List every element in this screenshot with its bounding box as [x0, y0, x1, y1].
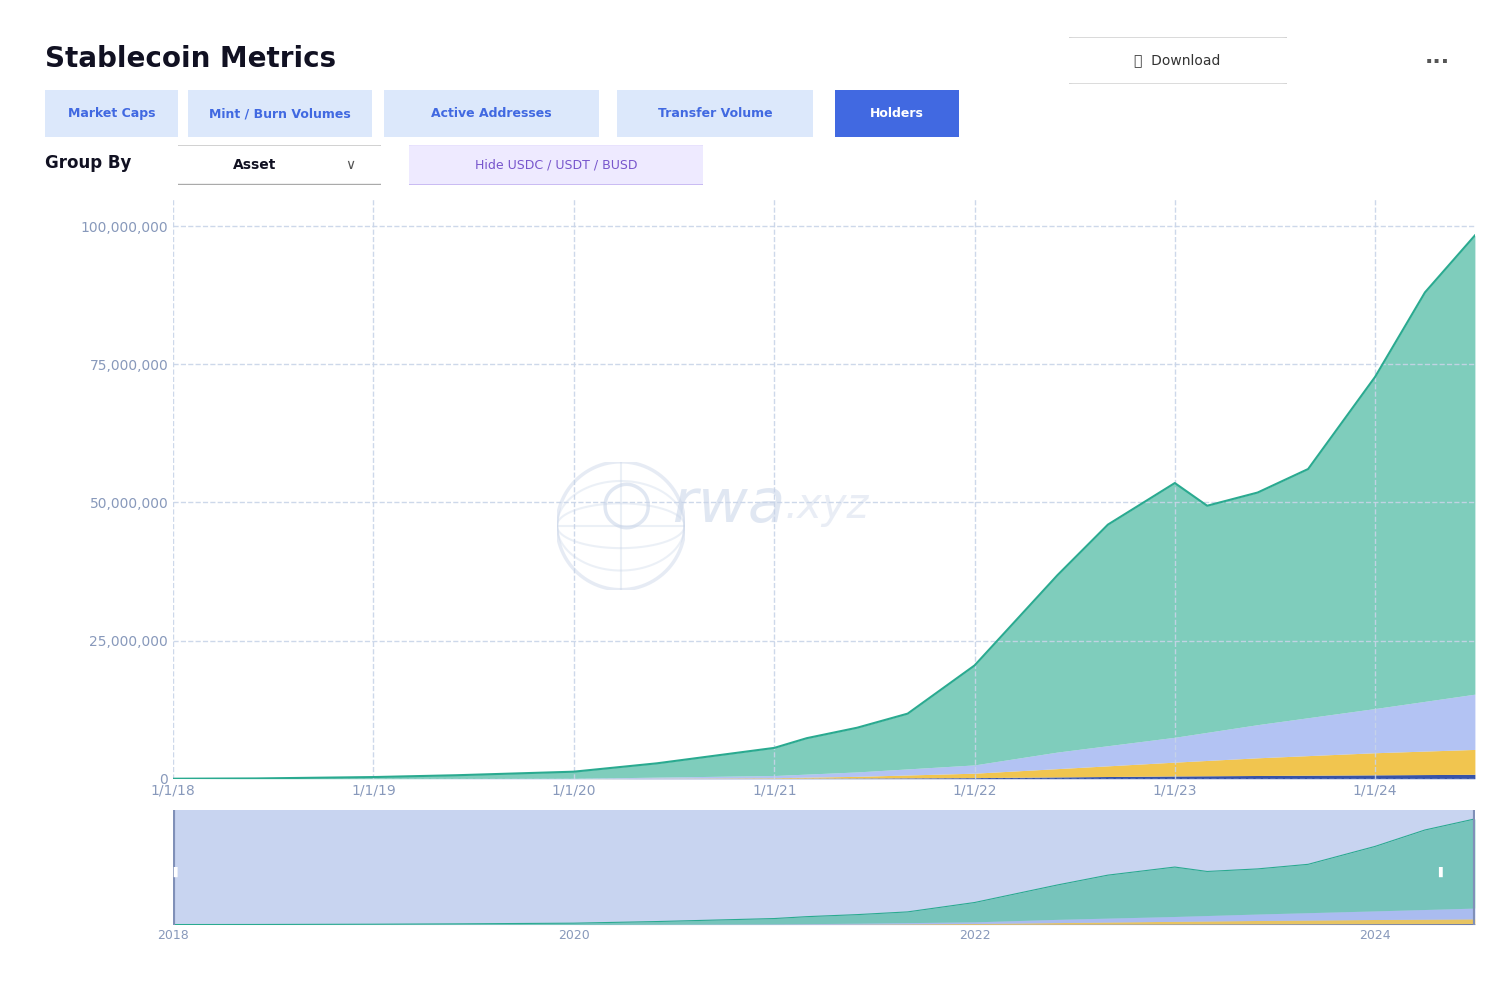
Text: Holders: Holders: [870, 107, 924, 120]
FancyBboxPatch shape: [36, 89, 187, 138]
FancyBboxPatch shape: [604, 89, 826, 138]
Text: Hide USDC / USDT / BUSD: Hide USDC / USDT / BUSD: [476, 158, 637, 172]
Text: ···: ···: [1425, 52, 1449, 71]
Text: Active Addresses: Active Addresses: [430, 107, 552, 120]
FancyBboxPatch shape: [394, 145, 718, 185]
FancyBboxPatch shape: [175, 89, 385, 138]
FancyBboxPatch shape: [170, 145, 388, 185]
Text: Group By: Group By: [45, 154, 131, 172]
Text: Stablecoin Metrics: Stablecoin Metrics: [45, 45, 336, 72]
Text: Market Caps: Market Caps: [68, 107, 155, 120]
Text: Asset: Asset: [233, 158, 277, 172]
Text: ⤓  Download: ⤓ Download: [1135, 54, 1221, 67]
FancyBboxPatch shape: [369, 89, 614, 138]
Text: ○ rwa: ○ rwa: [599, 476, 786, 536]
Text: Transfer Volume: Transfer Volume: [658, 107, 772, 120]
Text: ∨: ∨: [345, 158, 355, 172]
Text: Mint / Burn Volumes: Mint / Burn Volumes: [209, 107, 351, 120]
FancyBboxPatch shape: [1063, 37, 1293, 84]
Text: ▐: ▐: [170, 867, 176, 877]
Text: .xyz: .xyz: [786, 485, 870, 527]
Text: ▌: ▌: [1437, 867, 1445, 877]
FancyBboxPatch shape: [826, 89, 968, 138]
